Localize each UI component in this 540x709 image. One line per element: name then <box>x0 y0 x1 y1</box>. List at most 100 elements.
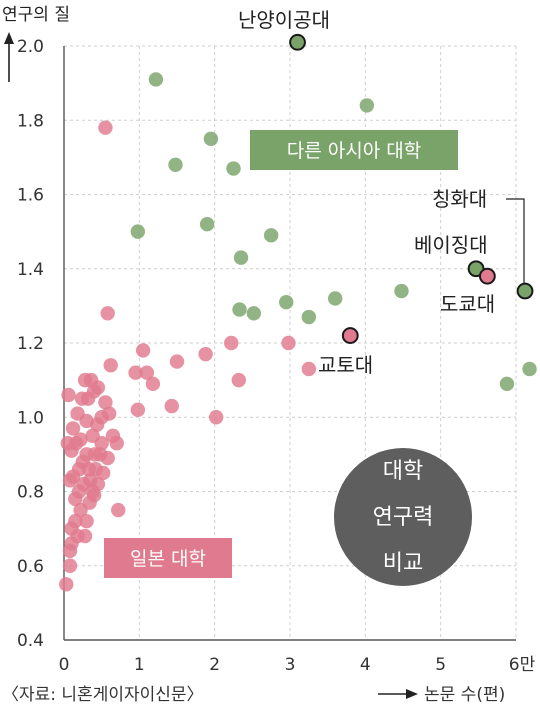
data-point <box>109 436 124 451</box>
label-kyoto: 교토대 <box>318 353 373 377</box>
highlighted-point <box>478 267 496 285</box>
data-point <box>164 398 179 414</box>
data-point <box>233 250 249 265</box>
x-tick-label: 2 <box>209 655 220 675</box>
data-point <box>301 309 317 325</box>
highlighted-points <box>289 33 534 344</box>
data-point <box>95 465 111 481</box>
y-tick-label: 2.0 <box>17 37 44 57</box>
data-point <box>499 376 515 392</box>
data-point <box>74 391 90 406</box>
x-tick-label: 6만 <box>509 655 536 675</box>
source-note: 〈자료: 니혼게이자이신문〉 <box>2 685 204 705</box>
data-point <box>62 543 78 559</box>
label-tokyo: 도쿄대 <box>440 292 495 316</box>
data-point <box>394 283 409 299</box>
badge: 대학 연구력 비교 <box>334 448 472 586</box>
data-point <box>224 335 239 351</box>
x-axis-title: 논문 수(편) <box>424 685 505 705</box>
data-point <box>169 354 185 369</box>
axes <box>63 46 516 641</box>
y-axis-title: 연구의 질 <box>2 5 70 25</box>
x-tick-label: 1 <box>134 655 145 675</box>
data-point <box>103 358 118 373</box>
label-tsinghua: 칭화대 <box>432 187 487 211</box>
data-point <box>79 514 94 529</box>
data-point <box>70 528 85 544</box>
data-point <box>62 473 78 488</box>
y-tick-label: 1.0 <box>17 408 44 428</box>
data-point <box>231 372 246 388</box>
y-axis-arrow-icon <box>4 32 14 82</box>
x-tick-labels: 0 1 2 3 4 5 6만 <box>59 655 536 675</box>
data-point <box>246 306 262 321</box>
data-point <box>94 436 109 451</box>
data-point <box>81 462 97 477</box>
data-point <box>522 361 537 377</box>
data-point <box>87 447 103 462</box>
data-point <box>199 217 215 232</box>
y-tick-label: 0.4 <box>17 631 44 651</box>
data-point <box>98 120 113 135</box>
label-peking: 베이징대 <box>414 233 488 257</box>
x-tick-label: 3 <box>285 655 296 675</box>
data-point <box>65 421 81 436</box>
legend-japan: 일본 대학 <box>104 538 232 578</box>
data-point <box>85 484 100 499</box>
data-point <box>82 495 97 510</box>
data-point <box>168 157 183 172</box>
y-tick-labels: 0.4 0.6 0.8 1.0 1.2 1.4 1.6 1.8 2.0 <box>17 37 44 651</box>
data-point <box>83 372 99 388</box>
data-point <box>59 577 74 592</box>
data-point <box>68 436 84 451</box>
data-point <box>328 291 343 306</box>
x-tick-label: 4 <box>360 655 371 675</box>
data-point <box>100 306 115 321</box>
highlighted-point <box>289 33 306 51</box>
data-point <box>301 361 317 377</box>
data-point <box>135 343 151 358</box>
data-point <box>98 395 113 410</box>
label-nanyang: 난양이공대 <box>238 8 330 32</box>
data-point <box>145 376 161 392</box>
data-point <box>226 161 241 176</box>
y-tick-label: 0.6 <box>17 557 44 577</box>
legend-asia: 다른 아시아 대학 <box>250 130 458 170</box>
data-point <box>359 98 375 113</box>
data-point <box>130 402 146 418</box>
y-tick-label: 1.8 <box>17 111 44 131</box>
data-point <box>232 302 247 317</box>
data-points <box>59 72 537 592</box>
data-point <box>263 228 279 243</box>
legend-asia-label: 다른 아시아 대학 <box>287 140 421 162</box>
highlighted-point <box>516 282 534 300</box>
data-point <box>62 558 78 573</box>
y-tick-label: 0.8 <box>17 483 44 503</box>
x-tick-label: 0 <box>59 655 70 675</box>
data-point <box>100 450 115 466</box>
data-point <box>61 387 76 403</box>
data-point <box>208 410 224 425</box>
data-point <box>111 502 126 518</box>
leader-line-tsinghua <box>506 198 525 283</box>
data-point <box>148 72 164 87</box>
data-point <box>139 365 155 380</box>
data-point <box>68 491 83 507</box>
y-tick-label: 1.6 <box>17 186 44 206</box>
data-point <box>89 417 105 432</box>
x-tick-label: 5 <box>435 655 446 675</box>
y-tick-label: 1.4 <box>17 260 44 280</box>
highlighted-point <box>341 327 359 344</box>
data-point <box>279 294 294 310</box>
y-tick-label: 1.2 <box>17 334 44 354</box>
data-point <box>198 346 213 362</box>
badge-line-2: 연구력 <box>373 505 434 530</box>
legend-japan-label: 일본 대학 <box>130 548 206 570</box>
data-point <box>281 335 296 351</box>
data-point <box>130 224 146 239</box>
data-point <box>102 406 117 421</box>
badge-line-1: 대학 <box>383 459 423 484</box>
badge-line-3: 비교 <box>383 551 423 576</box>
data-point <box>203 131 219 147</box>
